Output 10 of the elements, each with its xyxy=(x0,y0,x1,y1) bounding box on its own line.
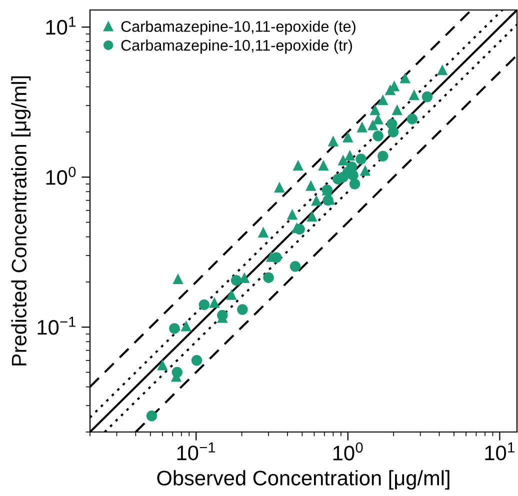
y-tick-label: 10$^{1}$ xyxy=(46,16,76,35)
x-tick-label: 10$^{0}$ xyxy=(333,442,363,460)
legend-label: Carbamazepine-10,11-epoxide (tr) xyxy=(121,40,352,54)
y-axis-title: Predicted Concentration [μg/ml] xyxy=(11,76,31,366)
y-tick-label: 10$^{−1}$ xyxy=(38,316,76,335)
legend-label: Carbamazepine-10,11-epoxide (te) xyxy=(121,20,356,35)
y-tick-label: 10$^{0}$ xyxy=(46,166,76,185)
x-tick-label: 10$^{1}$ xyxy=(485,442,514,460)
x-axis-title: Observed Concentration [μg/ml] xyxy=(157,470,450,490)
x-tick-label: 10$^{−1}$ xyxy=(177,442,216,460)
